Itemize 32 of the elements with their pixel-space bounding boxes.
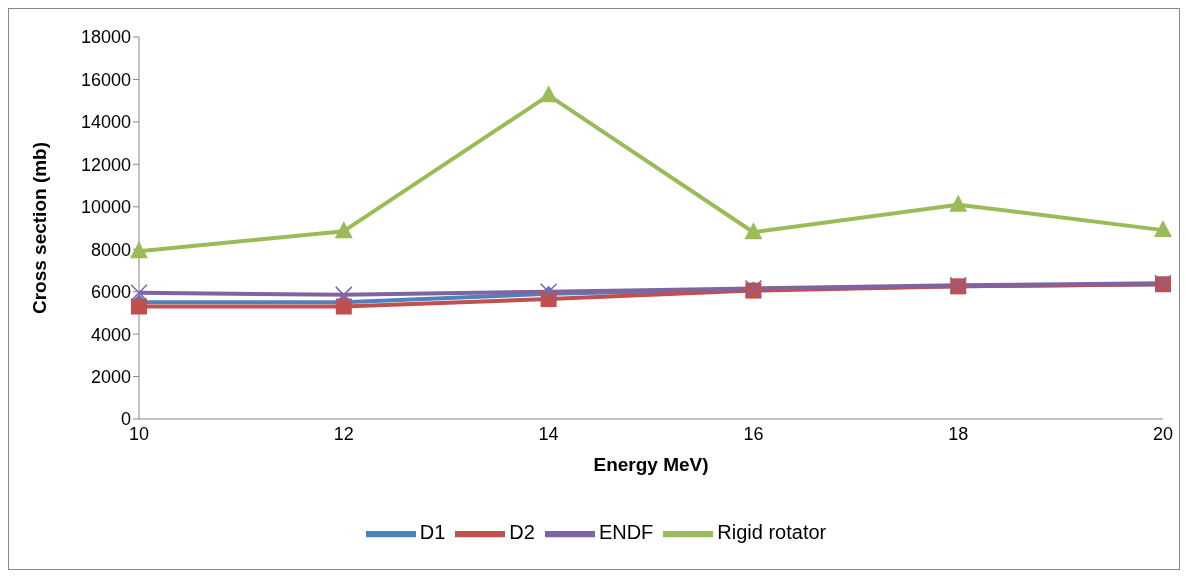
y-tick-label: 6000 xyxy=(90,282,131,303)
x-tick-label: 12 xyxy=(333,423,354,444)
y-tick-label: 14000 xyxy=(80,112,131,133)
point xyxy=(539,85,558,103)
y-axis-title: Cross section (mb) xyxy=(28,141,50,315)
point xyxy=(130,241,148,259)
point xyxy=(1154,220,1172,238)
x-axis-title: Energy MeV) xyxy=(593,454,709,475)
point xyxy=(949,194,968,212)
y-tick-label: 10000 xyxy=(80,197,131,218)
point xyxy=(131,298,147,315)
y-tick-label: 2000 xyxy=(90,366,131,387)
y-tick-label: 4000 xyxy=(90,324,131,345)
y-tick-label: 18000 xyxy=(80,27,131,48)
x-tick-label: 16 xyxy=(743,423,764,444)
x-tick-label: 10 xyxy=(128,423,150,444)
x-tick-label: 20 xyxy=(1152,423,1174,444)
point xyxy=(334,221,353,239)
legend-label: D1 xyxy=(419,521,446,544)
legend-label: ENDF xyxy=(598,521,654,544)
y-tick-label: 8000 xyxy=(90,239,131,260)
y-tick-label: 0 xyxy=(120,409,131,430)
legend-label: D2 xyxy=(509,521,535,544)
point xyxy=(335,286,353,304)
point xyxy=(130,283,148,302)
legend-label: Rigid rotator xyxy=(717,521,827,544)
point xyxy=(744,222,763,240)
x-tick-label: 18 xyxy=(948,423,969,444)
point xyxy=(335,298,352,315)
x-tick-label: 14 xyxy=(538,423,559,444)
y-tick-label: 12000 xyxy=(80,154,131,175)
y-tick-label: 16000 xyxy=(80,69,131,90)
